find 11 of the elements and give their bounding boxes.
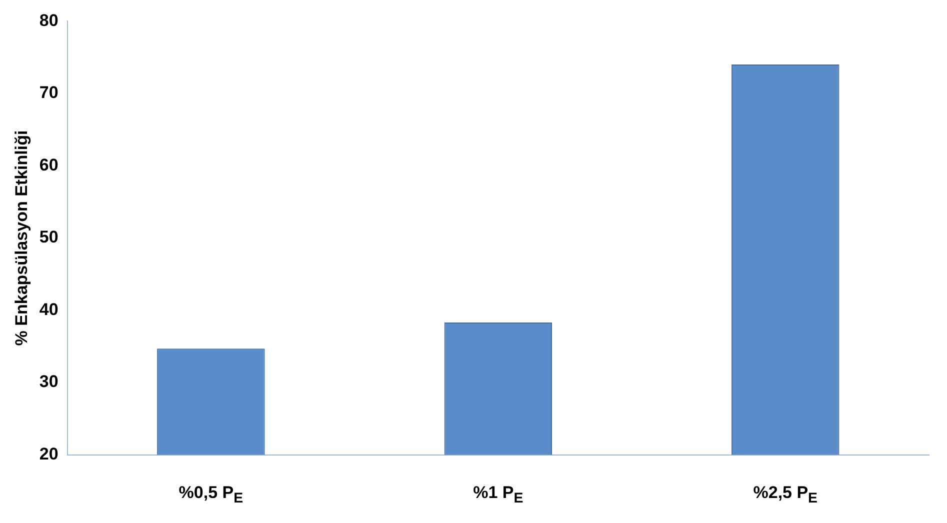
y-tick-label: 40 xyxy=(39,300,58,319)
y-tick-label: 60 xyxy=(39,155,58,174)
y-tick-label: 30 xyxy=(39,372,58,392)
y-tick-label: 20 xyxy=(39,444,58,464)
x-tick-label: %2,5 P$_{E}$ xyxy=(753,483,818,506)
y-tick-label: 70 xyxy=(39,83,58,102)
y-axis-title: % Enkapsülasyon Etkinliği xyxy=(12,130,31,346)
y-tick-label: 80 xyxy=(39,10,58,30)
x-tick-label: %0,5 P$_{E}$ xyxy=(178,483,244,506)
y-tick-label: 50 xyxy=(39,228,58,247)
x-tick-label: %1 P$_{E}$ xyxy=(473,483,524,506)
